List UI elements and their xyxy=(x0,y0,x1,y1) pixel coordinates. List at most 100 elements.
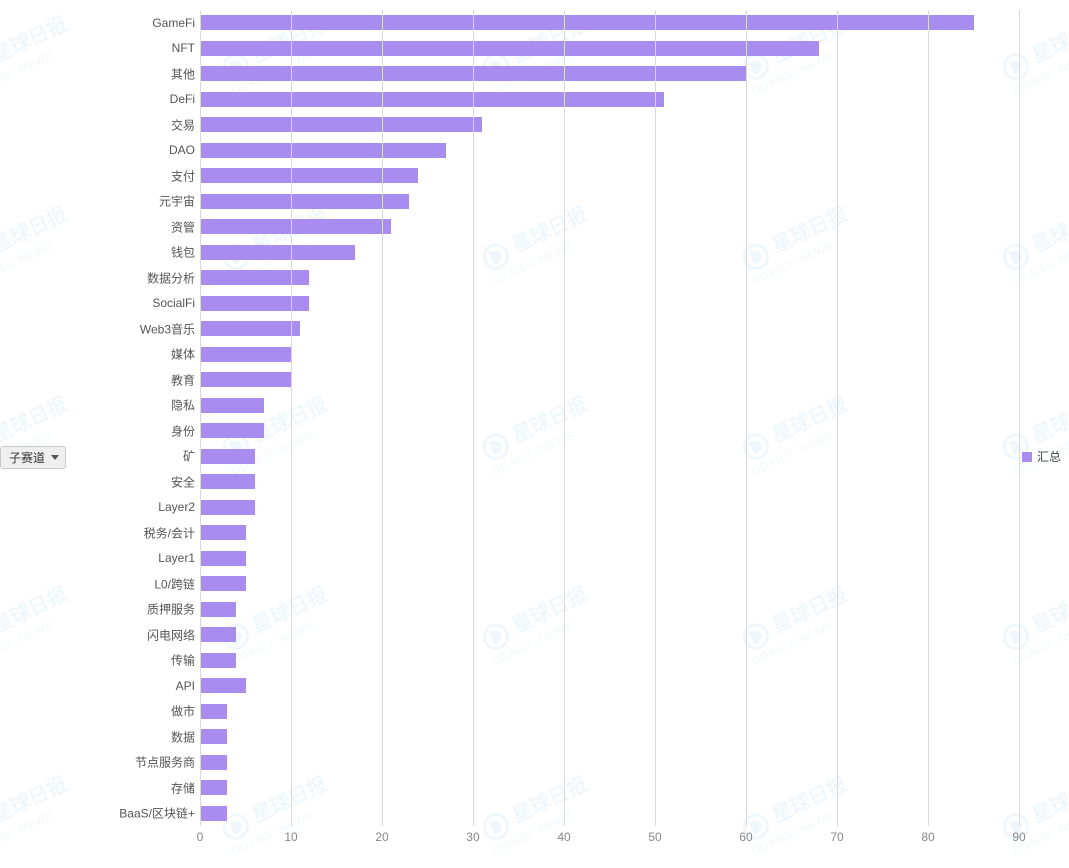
bar xyxy=(200,500,255,515)
bar xyxy=(200,168,418,183)
gridline xyxy=(746,10,747,826)
bar xyxy=(200,398,264,413)
bar xyxy=(200,806,227,821)
x-tick-label: 10 xyxy=(284,830,297,844)
bar-row xyxy=(200,87,1019,113)
y-axis-label: Web3音乐 xyxy=(140,320,195,337)
bar-row xyxy=(200,189,1019,215)
y-axis-label: 安全 xyxy=(171,473,195,490)
bar xyxy=(200,525,246,540)
bar-row xyxy=(200,444,1019,470)
y-axis-label: Layer2 xyxy=(158,500,195,514)
y-axis-label: 数据分析 xyxy=(147,269,195,286)
y-axis-label: 媒体 xyxy=(171,346,195,363)
chart-plot xyxy=(200,10,1019,826)
y-axis-label: 节点服务商 xyxy=(135,754,195,771)
x-tick-label: 20 xyxy=(375,830,388,844)
bar-row xyxy=(200,240,1019,266)
bar xyxy=(200,449,255,464)
bar-row xyxy=(200,112,1019,138)
y-axis-label: 存储 xyxy=(171,779,195,796)
chevron-down-icon xyxy=(51,455,59,460)
bar-row xyxy=(200,367,1019,393)
x-tick-label: 80 xyxy=(921,830,934,844)
bar xyxy=(200,551,246,566)
bar-row xyxy=(200,418,1019,444)
bar-row xyxy=(200,571,1019,597)
y-axis-label: 矿 xyxy=(183,448,195,465)
bar-row xyxy=(200,163,1019,189)
y-axis-label: NFT xyxy=(172,41,195,55)
gridline xyxy=(928,10,929,826)
chart-legend: 汇总 xyxy=(1022,448,1061,465)
bar-row xyxy=(200,469,1019,495)
y-axis-label: 元宇宙 xyxy=(159,193,195,210)
bar-row xyxy=(200,36,1019,62)
gridline xyxy=(655,10,656,826)
chart-area: GameFiNFT其他DeFi交易DAO支付元宇宙资管钱包数据分析SocialF… xyxy=(50,10,1019,848)
bar-row xyxy=(200,724,1019,750)
y-axis-label: DAO xyxy=(169,143,195,157)
y-axis-labels: GameFiNFT其他DeFi交易DAO支付元宇宙资管钱包数据分析SocialF… xyxy=(50,10,195,826)
bar-row xyxy=(200,801,1019,827)
y-axis-label: 闪电网络 xyxy=(147,626,195,643)
bar xyxy=(200,653,236,668)
y-axis-label: SocialFi xyxy=(152,296,195,310)
bar-row xyxy=(200,316,1019,342)
bar xyxy=(200,41,819,56)
bar xyxy=(200,423,264,438)
bar-row xyxy=(200,673,1019,699)
bar-row xyxy=(200,750,1019,776)
x-tick-label: 90 xyxy=(1012,830,1025,844)
bar xyxy=(200,602,236,617)
x-tick-label: 40 xyxy=(557,830,570,844)
gridline xyxy=(564,10,565,826)
bar xyxy=(200,270,309,285)
y-axis-label: BaaS/区块链+ xyxy=(119,805,195,822)
y-axis-label: 资管 xyxy=(171,218,195,235)
bar xyxy=(200,245,355,260)
bar xyxy=(200,219,391,234)
bar-row xyxy=(200,265,1019,291)
bar-row xyxy=(200,520,1019,546)
legend-label: 汇总 xyxy=(1037,448,1061,465)
gridline xyxy=(200,10,201,826)
bar-row xyxy=(200,342,1019,368)
y-axis-label: 做市 xyxy=(171,703,195,720)
gridline xyxy=(291,10,292,826)
y-axis-label: 教育 xyxy=(171,371,195,388)
bars-container xyxy=(200,10,1019,826)
gridline xyxy=(473,10,474,826)
gridline xyxy=(382,10,383,826)
bar xyxy=(200,704,227,719)
gridline xyxy=(1019,10,1020,826)
bar xyxy=(200,729,227,744)
bar-row xyxy=(200,61,1019,87)
bar xyxy=(200,780,227,795)
bar-row xyxy=(200,495,1019,521)
bar xyxy=(200,194,409,209)
bar-row xyxy=(200,597,1019,623)
bar xyxy=(200,92,664,107)
x-axis: 0102030405060708090 xyxy=(200,826,1019,848)
bar-row xyxy=(200,291,1019,317)
bar xyxy=(200,678,246,693)
bar xyxy=(200,372,291,387)
x-tick-label: 0 xyxy=(197,830,204,844)
bar xyxy=(200,474,255,489)
y-axis-label: 交易 xyxy=(171,116,195,133)
bar-row xyxy=(200,648,1019,674)
y-axis-label: L0/跨链 xyxy=(154,575,195,592)
x-tick-label: 30 xyxy=(466,830,479,844)
category-dropdown[interactable]: 子赛道 xyxy=(0,446,66,469)
y-axis-label: Layer1 xyxy=(158,551,195,565)
legend-swatch xyxy=(1022,452,1032,462)
bar-row xyxy=(200,10,1019,36)
bar xyxy=(200,143,446,158)
y-axis-label: GameFi xyxy=(152,16,195,30)
bar-row xyxy=(200,546,1019,572)
x-tick-label: 60 xyxy=(739,830,752,844)
bar xyxy=(200,576,246,591)
bar-row xyxy=(200,775,1019,801)
y-axis-label: 支付 xyxy=(171,167,195,184)
